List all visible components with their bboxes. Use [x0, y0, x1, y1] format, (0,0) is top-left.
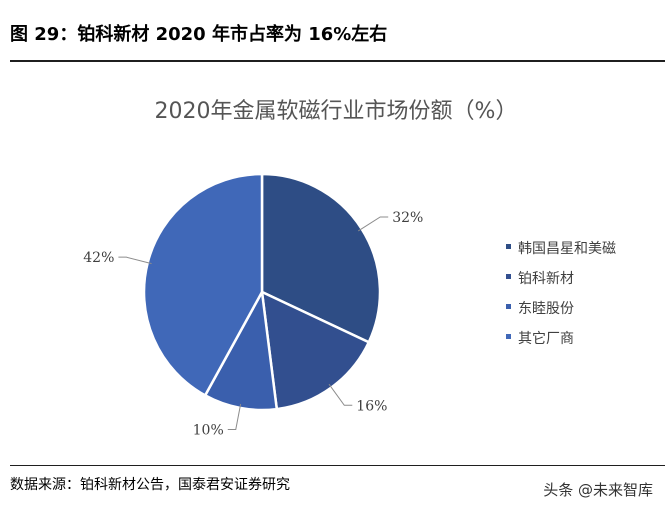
legend-label-0: 韩国昌星和美磁	[518, 241, 616, 257]
data-label-1: 16%	[356, 398, 387, 414]
data-label-3: 42%	[83, 250, 114, 266]
legend-label-3: 其它厂商	[518, 330, 574, 347]
legend-marker-0	[506, 244, 511, 249]
source-note: 数据来源：铂科新材公告，国泰君安证券研究	[10, 477, 290, 493]
figure-title: 图 29：铂科新材 2020 年市占率为 16%左右	[10, 24, 388, 45]
data-label-0: 32%	[392, 210, 423, 226]
leader-line-0	[357, 216, 389, 232]
legend-marker-1	[506, 274, 511, 279]
legend-marker-2	[506, 304, 511, 309]
pie-chart: 2020年金属软磁行业市场份额（%） 32% 16% 10% 42% 韩国昌星和美磁铂…	[83, 99, 616, 439]
bottom-divider	[10, 465, 665, 466]
leader-line-1	[328, 383, 353, 406]
top-divider	[10, 60, 665, 62]
data-label-2: 10%	[193, 423, 224, 439]
chart-title: 2020年金属软磁行业市场份额（%）	[155, 99, 518, 124]
pie-slices	[142, 172, 382, 412]
watermark: 头条 @未来智库	[543, 481, 653, 499]
leader-lines	[118, 216, 389, 431]
legend-label-1: 铂科新材	[518, 271, 574, 287]
leader-line-2	[227, 403, 242, 431]
leader-line-3	[118, 256, 152, 265]
data-labels: 32% 16% 10% 42%	[83, 210, 423, 439]
legend-label-2: 东睦股份	[518, 301, 574, 317]
legend-marker-3	[506, 334, 511, 339]
